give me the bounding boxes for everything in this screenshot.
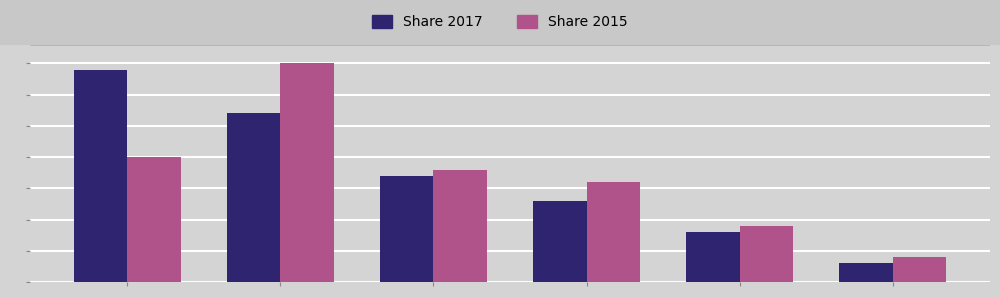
Bar — [380, 176, 433, 282]
Bar — [433, 170, 487, 282]
Bar — [533, 201, 587, 282]
Bar — [74, 69, 127, 282]
Bar — [686, 232, 740, 282]
Bar — [839, 263, 893, 282]
Bar — [280, 63, 334, 282]
Bar — [127, 157, 181, 282]
Bar — [893, 257, 946, 282]
Bar — [740, 226, 793, 282]
Bar — [587, 182, 640, 282]
Bar — [227, 113, 280, 282]
Legend: Share 2017, Share 2015: Share 2017, Share 2015 — [367, 10, 633, 35]
